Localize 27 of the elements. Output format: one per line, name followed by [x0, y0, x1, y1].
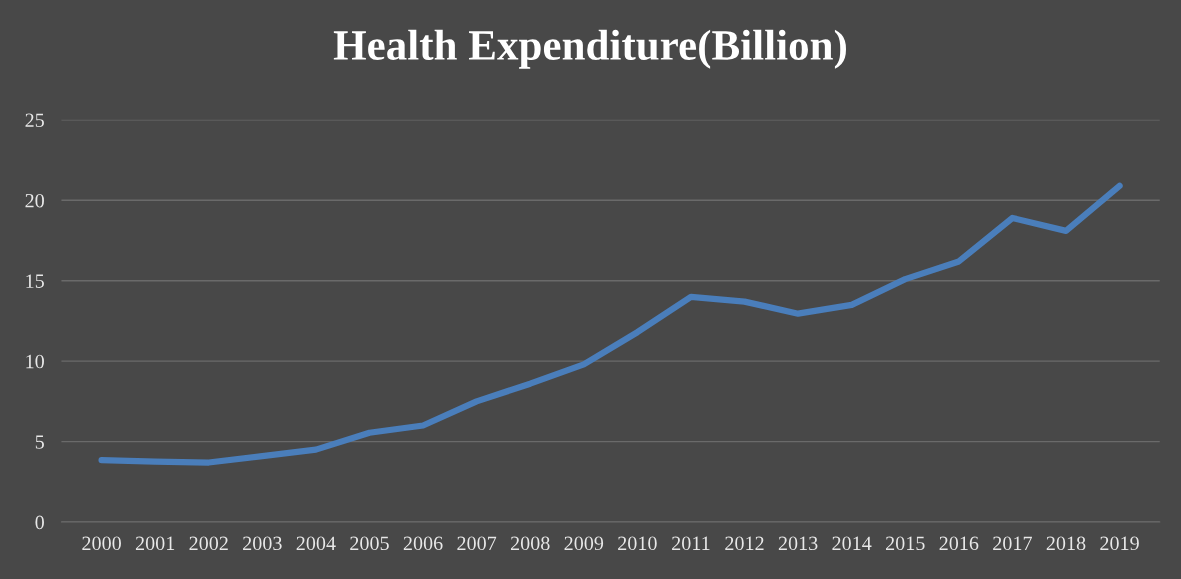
y-tick-label: 25 — [25, 113, 44, 128]
y-tick-label: 20 — [25, 193, 44, 208]
x-tick-label: 2000 — [82, 536, 121, 551]
x-tick-label: 2016 — [939, 536, 979, 551]
y-tick-label: 10 — [26, 354, 44, 369]
x-tick-label: 2011 — [672, 536, 710, 551]
x-tick-label: 2018 — [1046, 536, 1086, 551]
x-tick-label: 2004 — [296, 536, 336, 551]
x-tick-label: 2019 — [1100, 536, 1139, 551]
y-tick-label: 15 — [26, 274, 44, 288]
x-tick-label: 2001 — [135, 536, 175, 551]
x-tick-label: 2010 — [618, 536, 657, 551]
x-tick-label: 2013 — [778, 536, 818, 551]
x-tick-label: 2009 — [564, 536, 604, 551]
x-tick-label: 2005 — [350, 536, 389, 551]
x-tick-label: 2014 — [832, 536, 872, 551]
x-tick-label: 2012 — [725, 536, 764, 551]
y-tick-label: 5 — [35, 435, 44, 449]
x-tick-label: 2003 — [243, 536, 282, 551]
x-tick-label: 2017 — [993, 536, 1032, 551]
y-tick-label: 0 — [35, 515, 44, 530]
x-tick-label: 2015 — [886, 536, 925, 551]
x-tick-label: 2006 — [403, 536, 443, 551]
x-tick-label: 2007 — [457, 536, 497, 551]
chart-title: Health Expenditure(Billion) — [333, 29, 846, 69]
x-tick-label: 2008 — [510, 536, 550, 551]
x-tick-label: 2002 — [189, 536, 228, 551]
